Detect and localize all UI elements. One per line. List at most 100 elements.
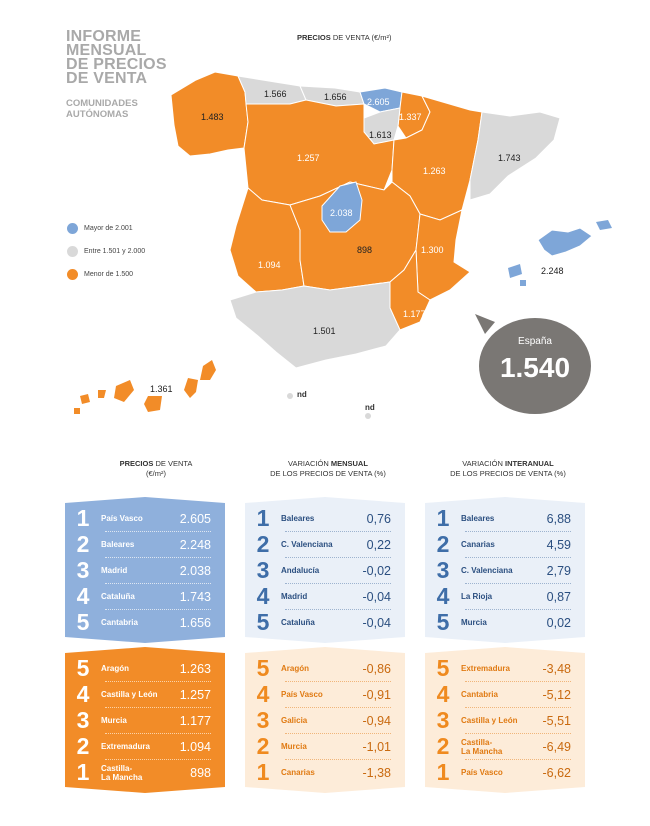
legend-label: Mayor de 2.001: [84, 225, 133, 232]
region-name: Castilla- La Mancha: [461, 737, 503, 756]
map-label-cantabria: 1.656: [324, 92, 347, 102]
rank-number: 5: [436, 655, 450, 681]
row-separator: [465, 609, 571, 610]
rank-number: 3: [256, 557, 270, 583]
ranking-row: 5 Cataluña -0,04: [245, 609, 405, 635]
row-value: 2.248: [179, 537, 211, 552]
row-value: 0,87: [546, 589, 571, 604]
row-value: -0,94: [362, 713, 392, 728]
heading-bold: INTERANUAL: [505, 459, 554, 468]
spain-label: España: [518, 336, 552, 347]
row-value: -1,38: [362, 765, 392, 780]
region-name: Canarias: [281, 768, 315, 777]
bubble-circle: [479, 318, 591, 414]
region-name: Murcia: [281, 742, 307, 751]
subtitle-line: AUTÓNOMAS: [66, 109, 129, 120]
ranking-row: 1 Canarias -1,38: [245, 759, 405, 785]
ranking-row: 3 Galicia -0,94: [245, 707, 405, 733]
region-name: Cataluña: [281, 618, 315, 627]
row-value: 0,22: [366, 537, 391, 552]
map-label-madrid: 2.038: [330, 208, 353, 218]
region-name: Baleares: [101, 540, 135, 549]
legend-item-low: Menor de 1.500: [67, 269, 133, 280]
heading-line2: DE LOS PRECIOS DE VENTA (%): [270, 469, 386, 478]
row-value: 1.257: [179, 687, 211, 702]
rank-number: 3: [436, 557, 450, 583]
region-canarias-4: [114, 380, 134, 402]
legend-item-high: Mayor de 2.001: [67, 223, 133, 234]
ranking-row: 1 Castilla- La Mancha 898: [65, 759, 225, 785]
row-value: 1.743: [179, 589, 211, 604]
region-name: Castilla- La Mancha: [101, 763, 143, 782]
map-label-aragon: 1.263: [423, 166, 446, 176]
row-separator: [465, 733, 571, 734]
row-separator: [105, 681, 211, 682]
region-melilla-dot: [365, 413, 371, 419]
row-separator: [465, 531, 571, 532]
ranking-row: 4 La Rioja 0,87: [425, 583, 585, 609]
title-line: DE PRECIOS: [66, 56, 167, 73]
ranking-panel-precios-bottom: 5 Aragón 1.263 4 Castilla y León 1.257 3 Murcia…: [65, 647, 225, 793]
rank-number: 3: [76, 707, 90, 733]
row-value: -5,12: [542, 687, 572, 702]
panel-background: [65, 647, 225, 793]
ranking-row: 4 País Vasco -0,91: [245, 681, 405, 707]
row-value: 4,59: [546, 537, 571, 552]
region-canarias-7: [74, 408, 80, 414]
ranking-row: 2 Canarias 4,59: [425, 531, 585, 557]
region-name: País Vasco: [461, 768, 503, 777]
ranking-panel-precios-top: 1 País Vasco 2.605 2 Baleares 2.248 3 Madrid 2.0…: [65, 497, 225, 643]
rank-number: 1: [256, 505, 270, 531]
region-canarias-3: [144, 396, 162, 412]
heading-line2: DE LOS PRECIOS DE VENTA (%): [450, 469, 566, 478]
region-canarias-5: [98, 390, 106, 398]
region-canarias-2: [184, 378, 198, 398]
ranking-row: 2 Murcia -1,01: [245, 733, 405, 759]
row-value: -0,04: [362, 615, 392, 630]
rank-number: 4: [436, 681, 450, 707]
row-value: 2.605: [179, 511, 211, 526]
region-baleares-ibiza: [508, 264, 522, 278]
ranking-row: 5 Extremadura -3,48: [425, 655, 585, 681]
region-baleares-menorca: [596, 220, 612, 230]
region-name: C. Valenciana: [281, 540, 333, 549]
report-title: INFORME MENSUAL DE PRECIOS DE VENTA: [66, 29, 167, 87]
rank-number: 4: [256, 681, 270, 707]
column-heading-mensual: VARIACIÓN MENSUAL DE LOS PRECIOS DE VENT…: [238, 459, 418, 479]
subtitle-line: COMUNIDADES: [66, 98, 138, 109]
row-separator: [105, 707, 211, 708]
map-label-c-valenciana: 1.300: [421, 245, 444, 255]
map-label-cataluna: 1.743: [498, 153, 521, 163]
region-name: Castilla y León: [101, 690, 158, 699]
rank-number: 5: [76, 609, 90, 635]
region-name: C. Valenciana: [461, 566, 513, 575]
ranking-row: 1 Baleares 0,76: [245, 505, 405, 531]
map-label-andalucia: 1.501: [313, 326, 336, 336]
region-name: Baleares: [461, 514, 495, 523]
ranking-row: 4 Madrid -0,04: [245, 583, 405, 609]
row-value: 898: [190, 765, 211, 780]
rank-number: 2: [256, 733, 270, 759]
map-label-pais-vasco: 2.605: [367, 97, 390, 107]
ranking-row: 4 Cataluña 1.743: [65, 583, 225, 609]
region-name: Murcia: [461, 618, 487, 627]
map-title-rest: DE VENTA (€/m²): [330, 33, 392, 42]
rank-number: 4: [256, 583, 270, 609]
region-c-valenciana: [415, 209, 471, 301]
row-separator: [285, 707, 391, 708]
row-value: 0,76: [366, 511, 391, 526]
row-value: 2.038: [179, 563, 211, 578]
rank-number: 5: [256, 655, 270, 681]
row-value: -0,91: [362, 687, 392, 702]
ranking-row: 1 País Vasco 2.605: [65, 505, 225, 531]
legend-label: Entre 1.501 y 2.000: [84, 248, 146, 255]
map-label-asturias: 1.566: [264, 89, 287, 99]
region-name: Canarias: [461, 540, 495, 549]
region-name: Cantabria: [461, 690, 498, 699]
map-title: PRECIOS DE VENTA (€/m²): [297, 33, 391, 42]
region-andalucia: [229, 281, 401, 369]
row-value: -0,04: [362, 589, 392, 604]
ranking-row: 3 Andalucía -0,02: [245, 557, 405, 583]
region-name: Madrid: [101, 566, 128, 575]
report-subtitle: COMUNIDADES AUTÓNOMAS: [66, 98, 138, 120]
